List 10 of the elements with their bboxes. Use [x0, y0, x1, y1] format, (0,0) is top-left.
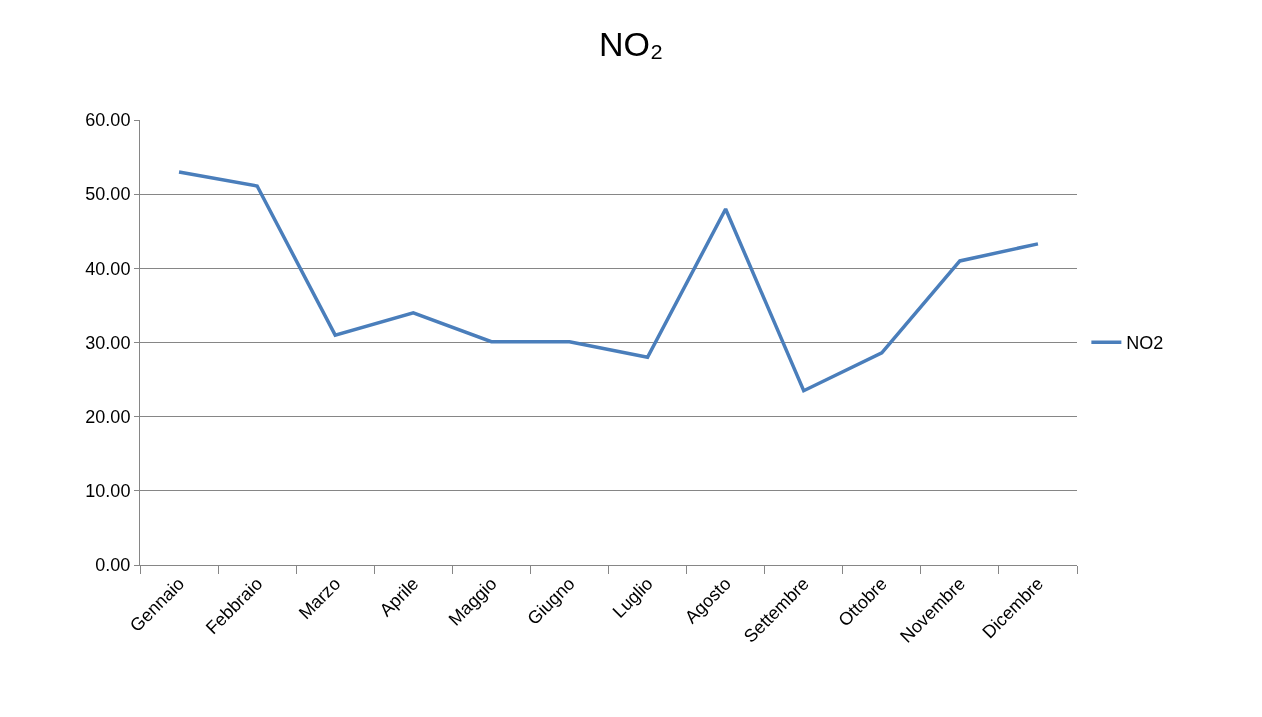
y-tick-label: 20.00 — [85, 406, 131, 427]
y-tick-label: 0.00 — [95, 555, 131, 576]
legend-label: NO2 — [1126, 333, 1164, 354]
y-tick-label: 50.00 — [85, 184, 131, 205]
y-tick-label: 40.00 — [85, 258, 131, 279]
y-tick-label: 10.00 — [85, 481, 131, 502]
y-tick-label: 30.00 — [85, 332, 131, 353]
line-series — [177, 170, 1040, 393]
y-tick-label: 60.00 — [85, 110, 131, 131]
chart-title: NO₂ — [598, 25, 664, 64]
